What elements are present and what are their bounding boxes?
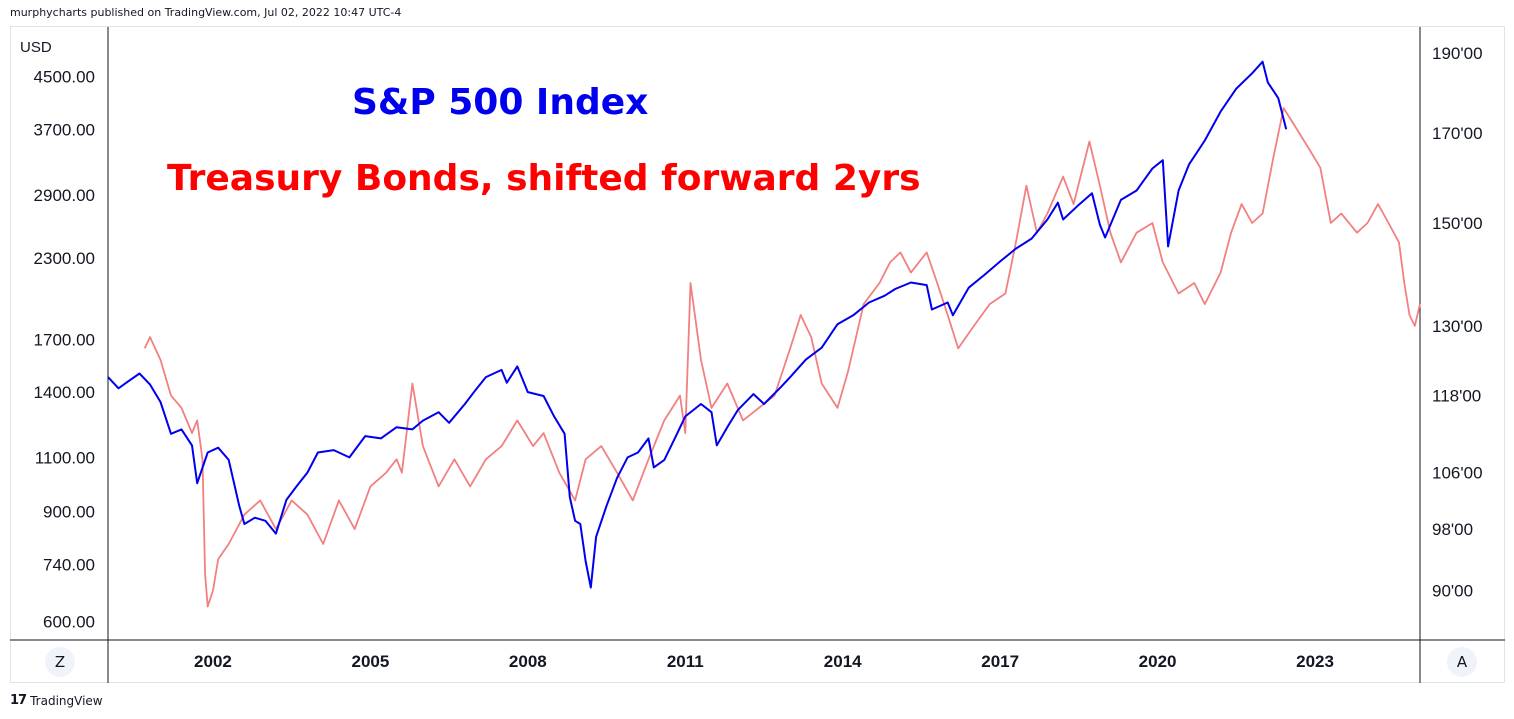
left-tick-label: 900.00 [43,503,95,522]
tradingview-logo[interactable]: 17 TradingView [10,693,103,708]
right-tick-label: 150'00 [1432,214,1483,233]
right-tick-label: 106'00 [1432,464,1483,483]
left-axis-unit: USD [20,39,52,56]
left-tick-label: 3700.00 [34,120,95,139]
left-tick-label: 4500.00 [34,67,95,86]
x-tick-label: 2020 [1139,652,1177,671]
right-tick-label: 170'00 [1432,124,1483,143]
publish-header: murphycharts published on TradingView.co… [10,6,402,19]
annotation-layer: S&P 500 Index Treasury Bonds, shifted for… [167,82,921,199]
left-tick-label: 2300.00 [34,249,95,268]
annotation-bonds: Treasury Bonds, shifted forward 2yrs [167,158,921,199]
annotation-spx: S&P 500 Index [352,82,648,123]
left-tick-label: 1100.00 [35,448,95,467]
x-tick-label: 2008 [509,652,547,671]
bonds-series-line [143,107,1421,608]
left-tick-label: 1400.00 [34,383,95,402]
tradingview-mark-icon: 17 [10,693,27,708]
x-tick-label: 2011 [667,652,704,671]
right-tick-label: 190'00 [1432,44,1483,63]
series-layer [107,60,1421,608]
left-tick-label: 2900.00 [34,186,95,205]
left-tick-label: 740.00 [43,556,95,575]
spx-series-line [107,60,1288,589]
x-tick-label: 2005 [351,652,389,671]
left-tick-label: 1700.00 [34,331,95,350]
x-tick-label: 2014 [824,652,862,671]
right-tick-label: 90'00 [1432,581,1473,600]
axes-layer: USD 4500.00 3700.00 2900.00 2300.00 1700.00 14… [10,27,1505,683]
right-tick-label: 98'00 [1432,520,1473,539]
x-tick-label: 2017 [981,652,1019,671]
right-tick-label: 118'00 [1432,387,1481,406]
chart-frame [10,26,1505,683]
tradingview-wordmark: TradingView [30,693,103,708]
right-tick-label: 130'00 [1432,317,1483,336]
auto-scale-left-button[interactable]: Z [45,647,75,677]
auto-scale-right-button[interactable]: A [1447,647,1477,677]
x-tick-label: 2023 [1296,652,1334,671]
left-tick-label: 600.00 [43,612,95,631]
x-tick-label: 2002 [194,652,232,671]
